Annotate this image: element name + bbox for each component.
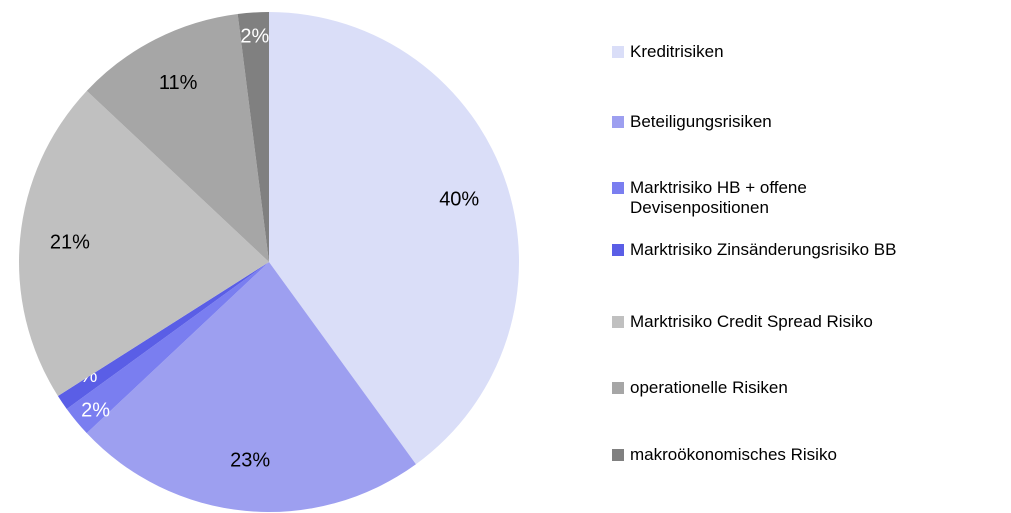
legend-item: Marktrisiko Zinsänderungsrisiko BB [612, 240, 896, 260]
pie-slice [86, 13, 269, 262]
legend-label: makroökonomisches Risiko [630, 445, 837, 464]
pie-slice [269, 12, 520, 465]
legend-label: Marktrisiko Credit Spread Risiko [630, 312, 873, 331]
legend-swatch [612, 316, 624, 328]
legend-swatch [612, 244, 624, 256]
legend-swatch [612, 449, 624, 461]
legend-item: Beteiligungsrisiken [612, 112, 772, 132]
pie-slice [237, 12, 269, 262]
pie-slice [66, 262, 269, 434]
data-label: 11% [159, 72, 198, 94]
data-label: 2% [240, 26, 269, 48]
legend-label: operationelle Risiken [630, 378, 788, 397]
data-label: 23% [230, 449, 270, 471]
pie-slice [57, 262, 270, 409]
legend-item: makroökonomisches Risiko [612, 445, 837, 465]
legend-item: operationelle Risiken [612, 378, 788, 398]
legend-label: Marktrisiko HB + offene Devisenpositione… [630, 178, 807, 217]
legend-label: Kreditrisiken [630, 42, 724, 61]
pie-slice [18, 90, 269, 396]
data-label: 2% [81, 400, 110, 422]
legend-label: Beteiligungsrisiken [630, 112, 772, 131]
legend-swatch [612, 46, 624, 58]
pie-slice [86, 262, 416, 513]
data-label: 21% [50, 231, 90, 253]
legend-item: Marktrisiko HB + offene Devisenpositione… [612, 178, 892, 218]
legend-swatch [612, 116, 624, 128]
legend-label: Marktrisiko Zinsänderungsrisiko BB [630, 240, 897, 259]
legend-swatch [612, 182, 624, 194]
data-label: 40% [439, 188, 479, 210]
legend-item: Marktrisiko Credit Spread Risiko [612, 312, 873, 332]
legend-item: Kreditrisiken [612, 42, 724, 62]
legend-swatch [612, 382, 624, 394]
